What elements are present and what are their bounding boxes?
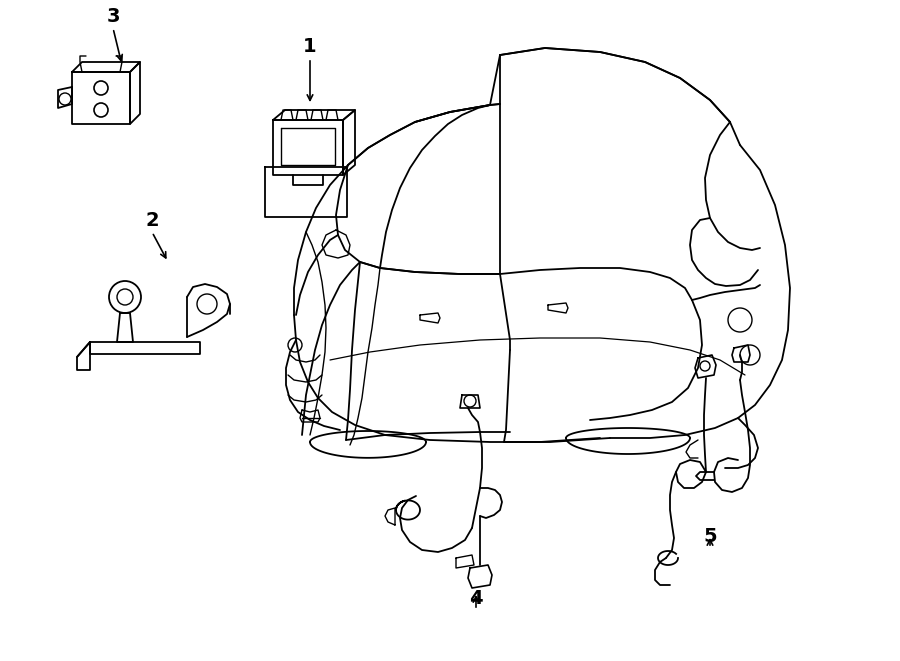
Text: 2: 2 — [145, 210, 158, 229]
Text: 4: 4 — [469, 588, 482, 607]
Text: 3: 3 — [106, 7, 120, 26]
Text: 1: 1 — [303, 36, 317, 56]
Text: 5: 5 — [703, 527, 716, 545]
